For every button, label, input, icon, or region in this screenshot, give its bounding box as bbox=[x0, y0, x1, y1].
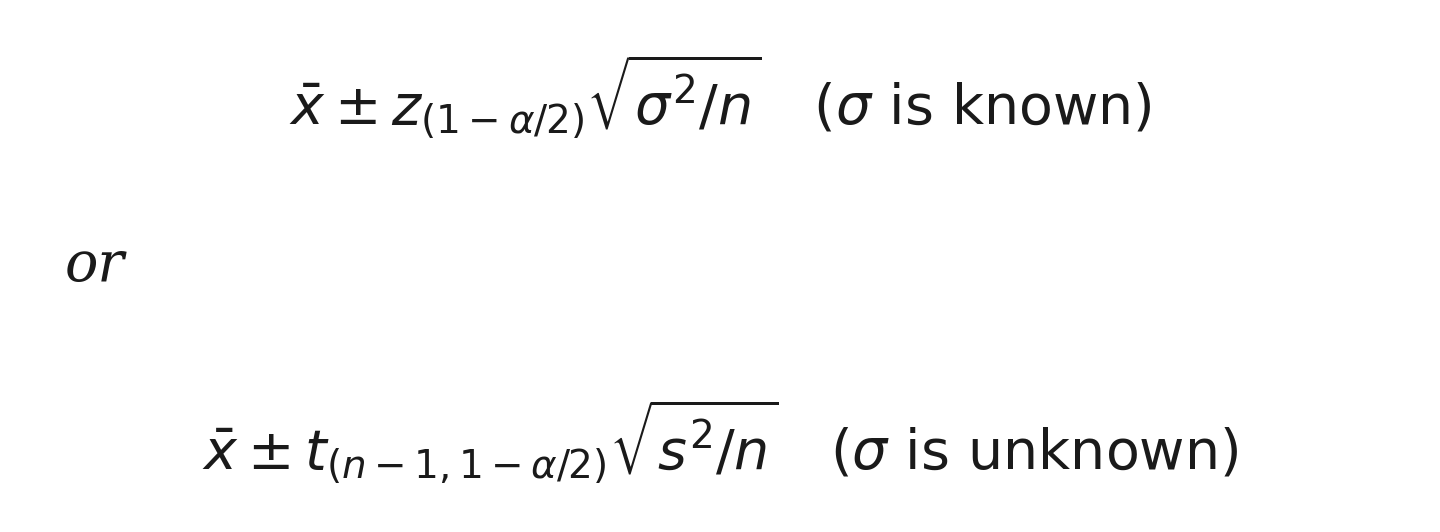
Text: $\bar{x} \pm z_{(1-\alpha/2)}\sqrt{\sigma^2/n}\quad (\sigma\ \mathrm{is\ known}): $\bar{x} \pm z_{(1-\alpha/2)}\sqrt{\sigm… bbox=[288, 52, 1152, 139]
Text: $\bar{x} \pm t_{(n-1,1-\alpha/2)}\sqrt{s^2/n}\quad (\sigma\ \mathrm{is\ unknown}: $\bar{x} \pm t_{(n-1,1-\alpha/2)}\sqrt{s… bbox=[202, 398, 1238, 485]
Text: or: or bbox=[65, 239, 125, 293]
